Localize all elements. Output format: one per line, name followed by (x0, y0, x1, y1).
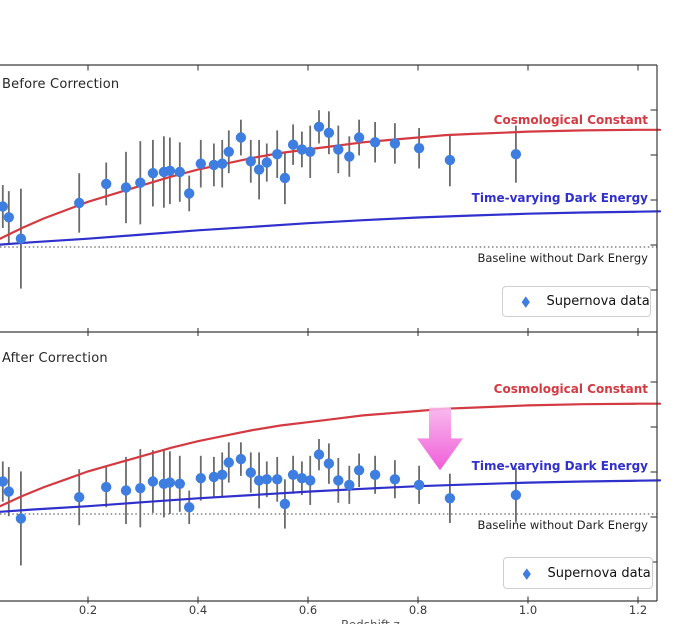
curve-label-cosmological-constant-after: Cosmological Constant (493, 382, 648, 396)
legend-after: ◆ Supernova data (503, 557, 653, 589)
panel-title-after: After Correction (2, 351, 108, 366)
curve-label-cosmological-constant-before: Cosmological Constant (493, 113, 648, 127)
supernova-diamond-icon: ◆ (522, 563, 531, 582)
x-tick-label: 0.4 (188, 603, 208, 617)
panel-title-before: Before Correction (2, 77, 120, 92)
x-tick-label: 0.2 (78, 603, 98, 617)
x-tick-label: 0.8 (408, 603, 428, 617)
x-axis-label-clipped: Redshift z (341, 618, 400, 624)
curve-label-baseline-after: Baseline without Dark Energy (477, 518, 648, 532)
x-tick-label: 1.0 (518, 603, 538, 617)
x-tick-label: 1.2 (628, 603, 648, 617)
supernova-diamond-icon: ◆ (521, 292, 530, 310)
curve-label-baseline-before: Baseline without Dark Energy (477, 251, 648, 265)
curve-label-time-varying-after: Time-varying Dark Energy (471, 459, 648, 473)
curve-label-time-varying-before: Time-varying Dark Energy (471, 191, 648, 205)
legend-before: ◆ Supernova data (502, 286, 651, 317)
legend-label-before: Supernova data (546, 294, 650, 309)
x-tick-label: 0.6 (298, 603, 318, 617)
legend-label-after: Supernova data (547, 565, 651, 581)
